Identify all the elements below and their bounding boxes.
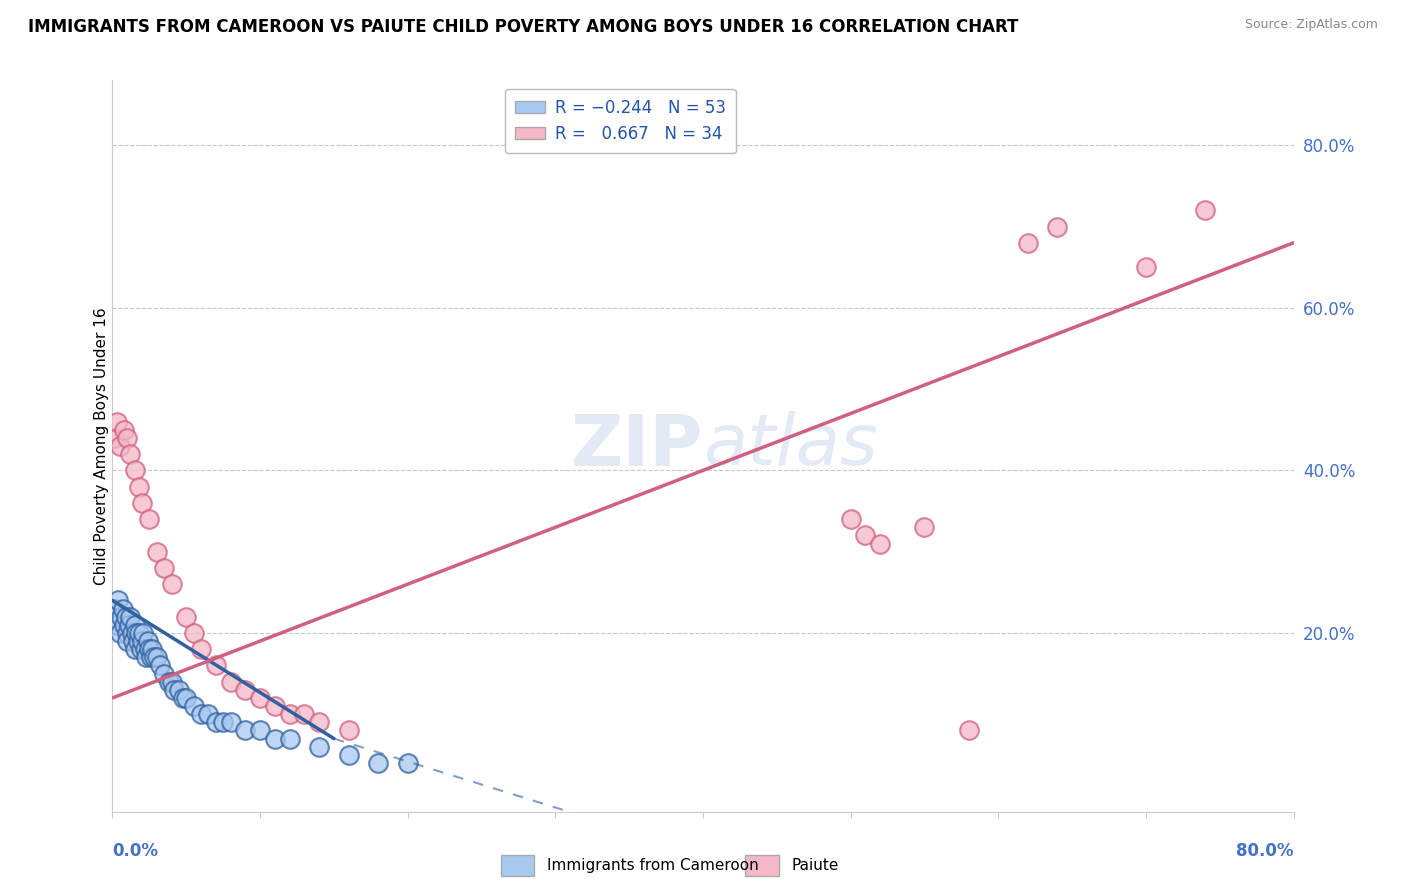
Point [212,715,235,730]
Point [1135,260,1157,275]
Point [855,528,877,542]
Point [278,707,301,722]
Point [131,496,153,510]
Point [107,593,129,607]
Point [111,601,134,615]
Text: ZIP: ZIP [571,411,703,481]
Point [104,601,127,615]
Point [146,544,169,558]
Point [110,609,132,624]
Point [869,536,891,550]
Point [174,690,197,705]
Point [1017,235,1039,250]
Point [249,723,271,738]
Point [112,423,135,437]
Point [190,642,212,657]
Text: atlas: atlas [703,411,877,481]
Point [124,463,146,477]
Point [219,674,242,689]
Point [957,723,980,738]
Point [134,642,156,657]
Text: Immigrants from Cameroon: Immigrants from Cameroon [547,858,759,872]
Text: IMMIGRANTS FROM CAMEROON VS PAIUTE CHILD POVERTY AMONG BOYS UNDER 16 CORRELATION: IMMIGRANTS FROM CAMEROON VS PAIUTE CHILD… [28,18,1018,36]
Point [112,617,135,632]
Point [167,682,190,697]
Point [197,707,219,722]
Point [127,634,149,648]
Point [190,707,212,722]
Point [124,617,146,632]
Point [149,658,172,673]
Point [131,634,153,648]
Point [124,642,146,657]
Text: 0.0%: 0.0% [112,842,159,860]
Point [183,626,205,640]
Point [136,634,159,648]
Point [278,731,301,746]
Point [142,650,165,665]
Point [308,715,330,730]
Point [121,626,143,640]
Point [138,512,160,526]
Point [122,634,145,648]
Point [233,682,256,697]
FancyBboxPatch shape [745,855,779,876]
Point [120,447,142,461]
Point [264,699,287,714]
Legend: R = −0.244   N = 53, R =   0.667   N = 34: R = −0.244 N = 53, R = 0.667 N = 34 [505,88,735,153]
Point [129,642,152,657]
Point [160,674,183,689]
Point [183,699,205,714]
Point [249,690,271,705]
Point [205,658,228,673]
Point [337,723,360,738]
Text: 80.0%: 80.0% [1236,842,1294,860]
Point [132,626,155,640]
Point [141,642,163,657]
Point [108,439,131,453]
Point [219,715,242,730]
Point [914,520,936,534]
Point [117,626,138,640]
Text: Paiute: Paiute [792,858,839,872]
Point [128,480,150,494]
FancyBboxPatch shape [501,855,534,876]
Point [146,650,169,665]
Point [128,626,150,640]
Point [174,609,197,624]
Point [308,739,330,754]
Point [103,431,125,445]
Point [367,756,389,770]
Point [233,723,256,738]
Point [396,756,419,770]
Point [135,650,157,665]
Point [163,682,186,697]
Point [108,626,131,640]
Point [117,431,138,445]
Point [125,626,148,640]
Point [153,666,176,681]
Y-axis label: Child Poverty Among Boys Under 16: Child Poverty Among Boys Under 16 [94,307,108,585]
Point [103,609,125,624]
Point [105,617,128,632]
Point [138,642,160,657]
Point [264,731,287,746]
Point [160,577,183,591]
Point [205,715,228,730]
Point [120,609,142,624]
Point [1194,203,1216,218]
Point [114,609,136,624]
Point [153,561,176,575]
Point [337,747,360,762]
Point [1046,219,1069,234]
Point [117,634,138,648]
Point [839,512,862,526]
Point [157,674,180,689]
Point [105,415,128,429]
Point [139,650,162,665]
Point [118,617,141,632]
Point [172,690,194,705]
Point [292,707,315,722]
Text: Source: ZipAtlas.com: Source: ZipAtlas.com [1244,18,1378,31]
